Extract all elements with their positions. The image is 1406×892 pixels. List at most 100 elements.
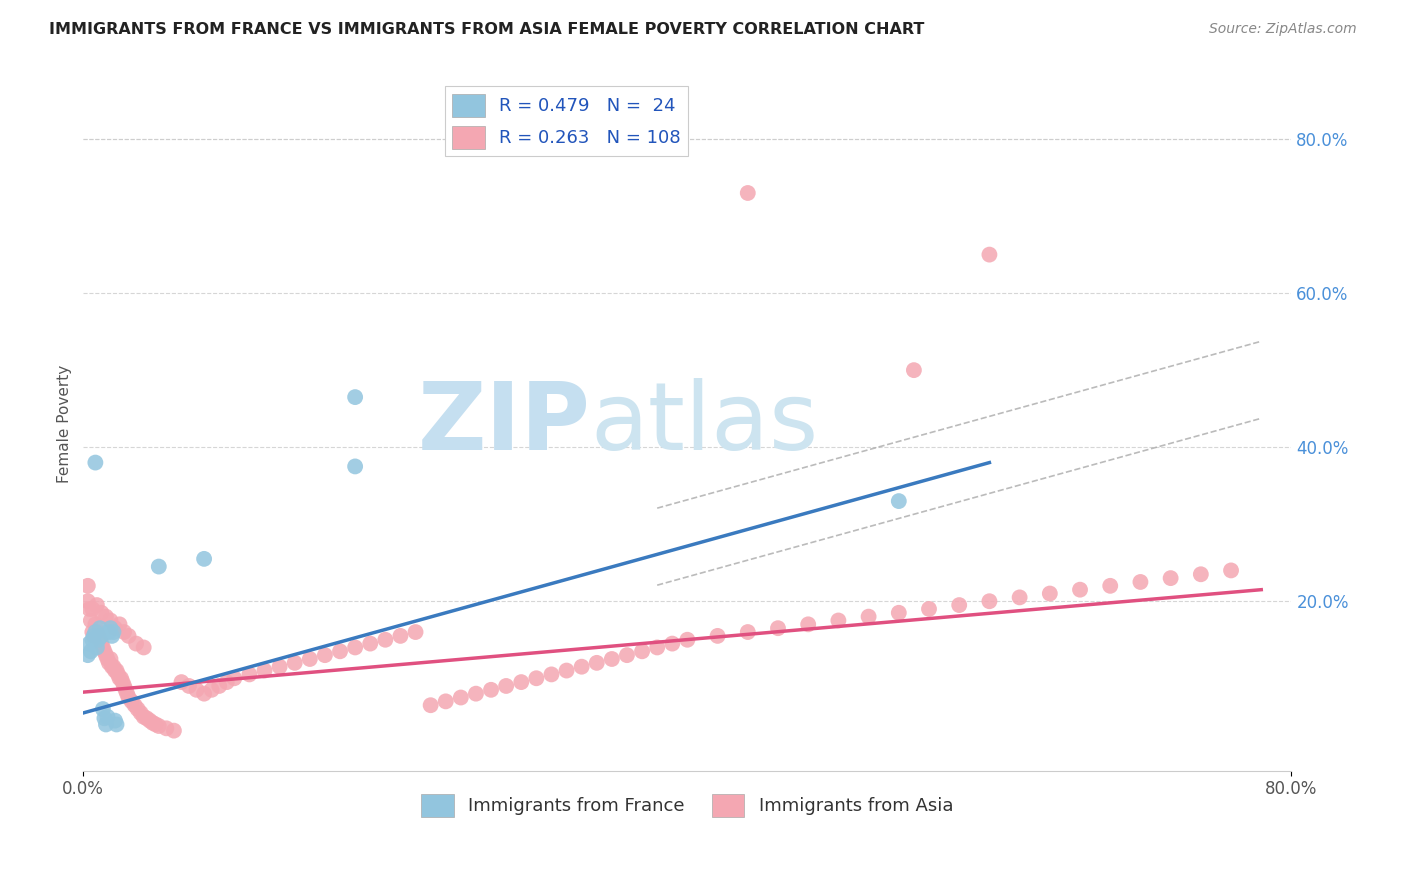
Point bbox=[117, 629, 139, 643]
Text: atlas: atlas bbox=[591, 378, 818, 470]
Point bbox=[510, 675, 533, 690]
Point bbox=[76, 648, 98, 662]
Point bbox=[94, 717, 117, 731]
Point bbox=[124, 698, 146, 713]
Point bbox=[737, 625, 759, 640]
Point bbox=[125, 637, 148, 651]
Point bbox=[108, 671, 131, 685]
Point bbox=[1129, 574, 1152, 589]
Point bbox=[139, 714, 162, 728]
Point bbox=[600, 652, 623, 666]
Point bbox=[103, 625, 125, 640]
Point bbox=[86, 625, 108, 640]
Point bbox=[858, 609, 880, 624]
Point bbox=[86, 640, 108, 655]
Point bbox=[115, 687, 138, 701]
Point bbox=[107, 667, 129, 681]
Point bbox=[132, 640, 155, 655]
Point bbox=[114, 682, 136, 697]
Text: IMMIGRANTS FROM FRANCE VS IMMIGRANTS FROM ASIA FEMALE POVERTY CORRELATION CHART: IMMIGRANTS FROM FRANCE VS IMMIGRANTS FRO… bbox=[49, 22, 925, 37]
Point bbox=[495, 679, 517, 693]
Point bbox=[82, 602, 104, 616]
Point bbox=[112, 625, 135, 640]
Point bbox=[148, 559, 170, 574]
Point bbox=[979, 247, 1001, 261]
Point bbox=[84, 625, 107, 640]
Point bbox=[105, 664, 128, 678]
Point bbox=[1069, 582, 1091, 597]
Point bbox=[1039, 586, 1062, 600]
Point bbox=[450, 690, 472, 705]
Point bbox=[201, 682, 224, 697]
Point bbox=[121, 694, 143, 708]
Point bbox=[344, 640, 367, 655]
Point bbox=[89, 621, 111, 635]
Point bbox=[193, 552, 215, 566]
Point bbox=[104, 714, 127, 728]
Point bbox=[108, 617, 131, 632]
Point bbox=[104, 621, 127, 635]
Point bbox=[148, 719, 170, 733]
Point bbox=[94, 609, 117, 624]
Point bbox=[105, 717, 128, 731]
Text: ZIP: ZIP bbox=[418, 378, 591, 470]
Point bbox=[979, 594, 1001, 608]
Point bbox=[1008, 591, 1031, 605]
Point bbox=[827, 614, 849, 628]
Point bbox=[87, 632, 110, 647]
Point bbox=[100, 652, 122, 666]
Point bbox=[84, 456, 107, 470]
Point bbox=[571, 659, 593, 673]
Point bbox=[170, 675, 193, 690]
Point bbox=[82, 632, 104, 647]
Point bbox=[344, 390, 367, 404]
Point bbox=[155, 722, 177, 736]
Point bbox=[918, 602, 941, 616]
Point bbox=[129, 706, 152, 720]
Point bbox=[645, 640, 668, 655]
Point bbox=[555, 664, 578, 678]
Point bbox=[83, 629, 105, 643]
Point bbox=[80, 644, 103, 658]
Point bbox=[110, 671, 132, 685]
Point bbox=[90, 629, 112, 643]
Point bbox=[112, 679, 135, 693]
Point bbox=[96, 710, 118, 724]
Point bbox=[97, 656, 120, 670]
Point bbox=[269, 659, 291, 673]
Point bbox=[253, 664, 276, 678]
Point bbox=[887, 494, 910, 508]
Point bbox=[127, 702, 149, 716]
Point bbox=[616, 648, 638, 662]
Point bbox=[80, 614, 103, 628]
Text: Source: ZipAtlas.com: Source: ZipAtlas.com bbox=[1209, 22, 1357, 37]
Point bbox=[359, 637, 381, 651]
Point bbox=[737, 186, 759, 200]
Point bbox=[93, 644, 115, 658]
Point bbox=[76, 594, 98, 608]
Point bbox=[91, 640, 114, 655]
Point bbox=[1099, 579, 1122, 593]
Point bbox=[90, 606, 112, 620]
Legend: Immigrants from France, Immigrants from Asia: Immigrants from France, Immigrants from … bbox=[415, 787, 960, 824]
Point bbox=[238, 667, 260, 681]
Point bbox=[661, 637, 683, 651]
Point bbox=[631, 644, 654, 658]
Point bbox=[314, 648, 336, 662]
Point bbox=[766, 621, 789, 635]
Point bbox=[524, 671, 547, 685]
Point bbox=[101, 659, 124, 673]
Point bbox=[177, 679, 200, 693]
Point bbox=[89, 632, 111, 647]
Point bbox=[111, 675, 134, 690]
Point bbox=[84, 617, 107, 632]
Point bbox=[887, 606, 910, 620]
Point bbox=[676, 632, 699, 647]
Point bbox=[329, 644, 352, 658]
Point bbox=[135, 711, 157, 725]
Point bbox=[1160, 571, 1182, 585]
Point bbox=[419, 698, 441, 713]
Y-axis label: Female Poverty: Female Poverty bbox=[58, 365, 72, 483]
Point bbox=[93, 711, 115, 725]
Point bbox=[479, 682, 502, 697]
